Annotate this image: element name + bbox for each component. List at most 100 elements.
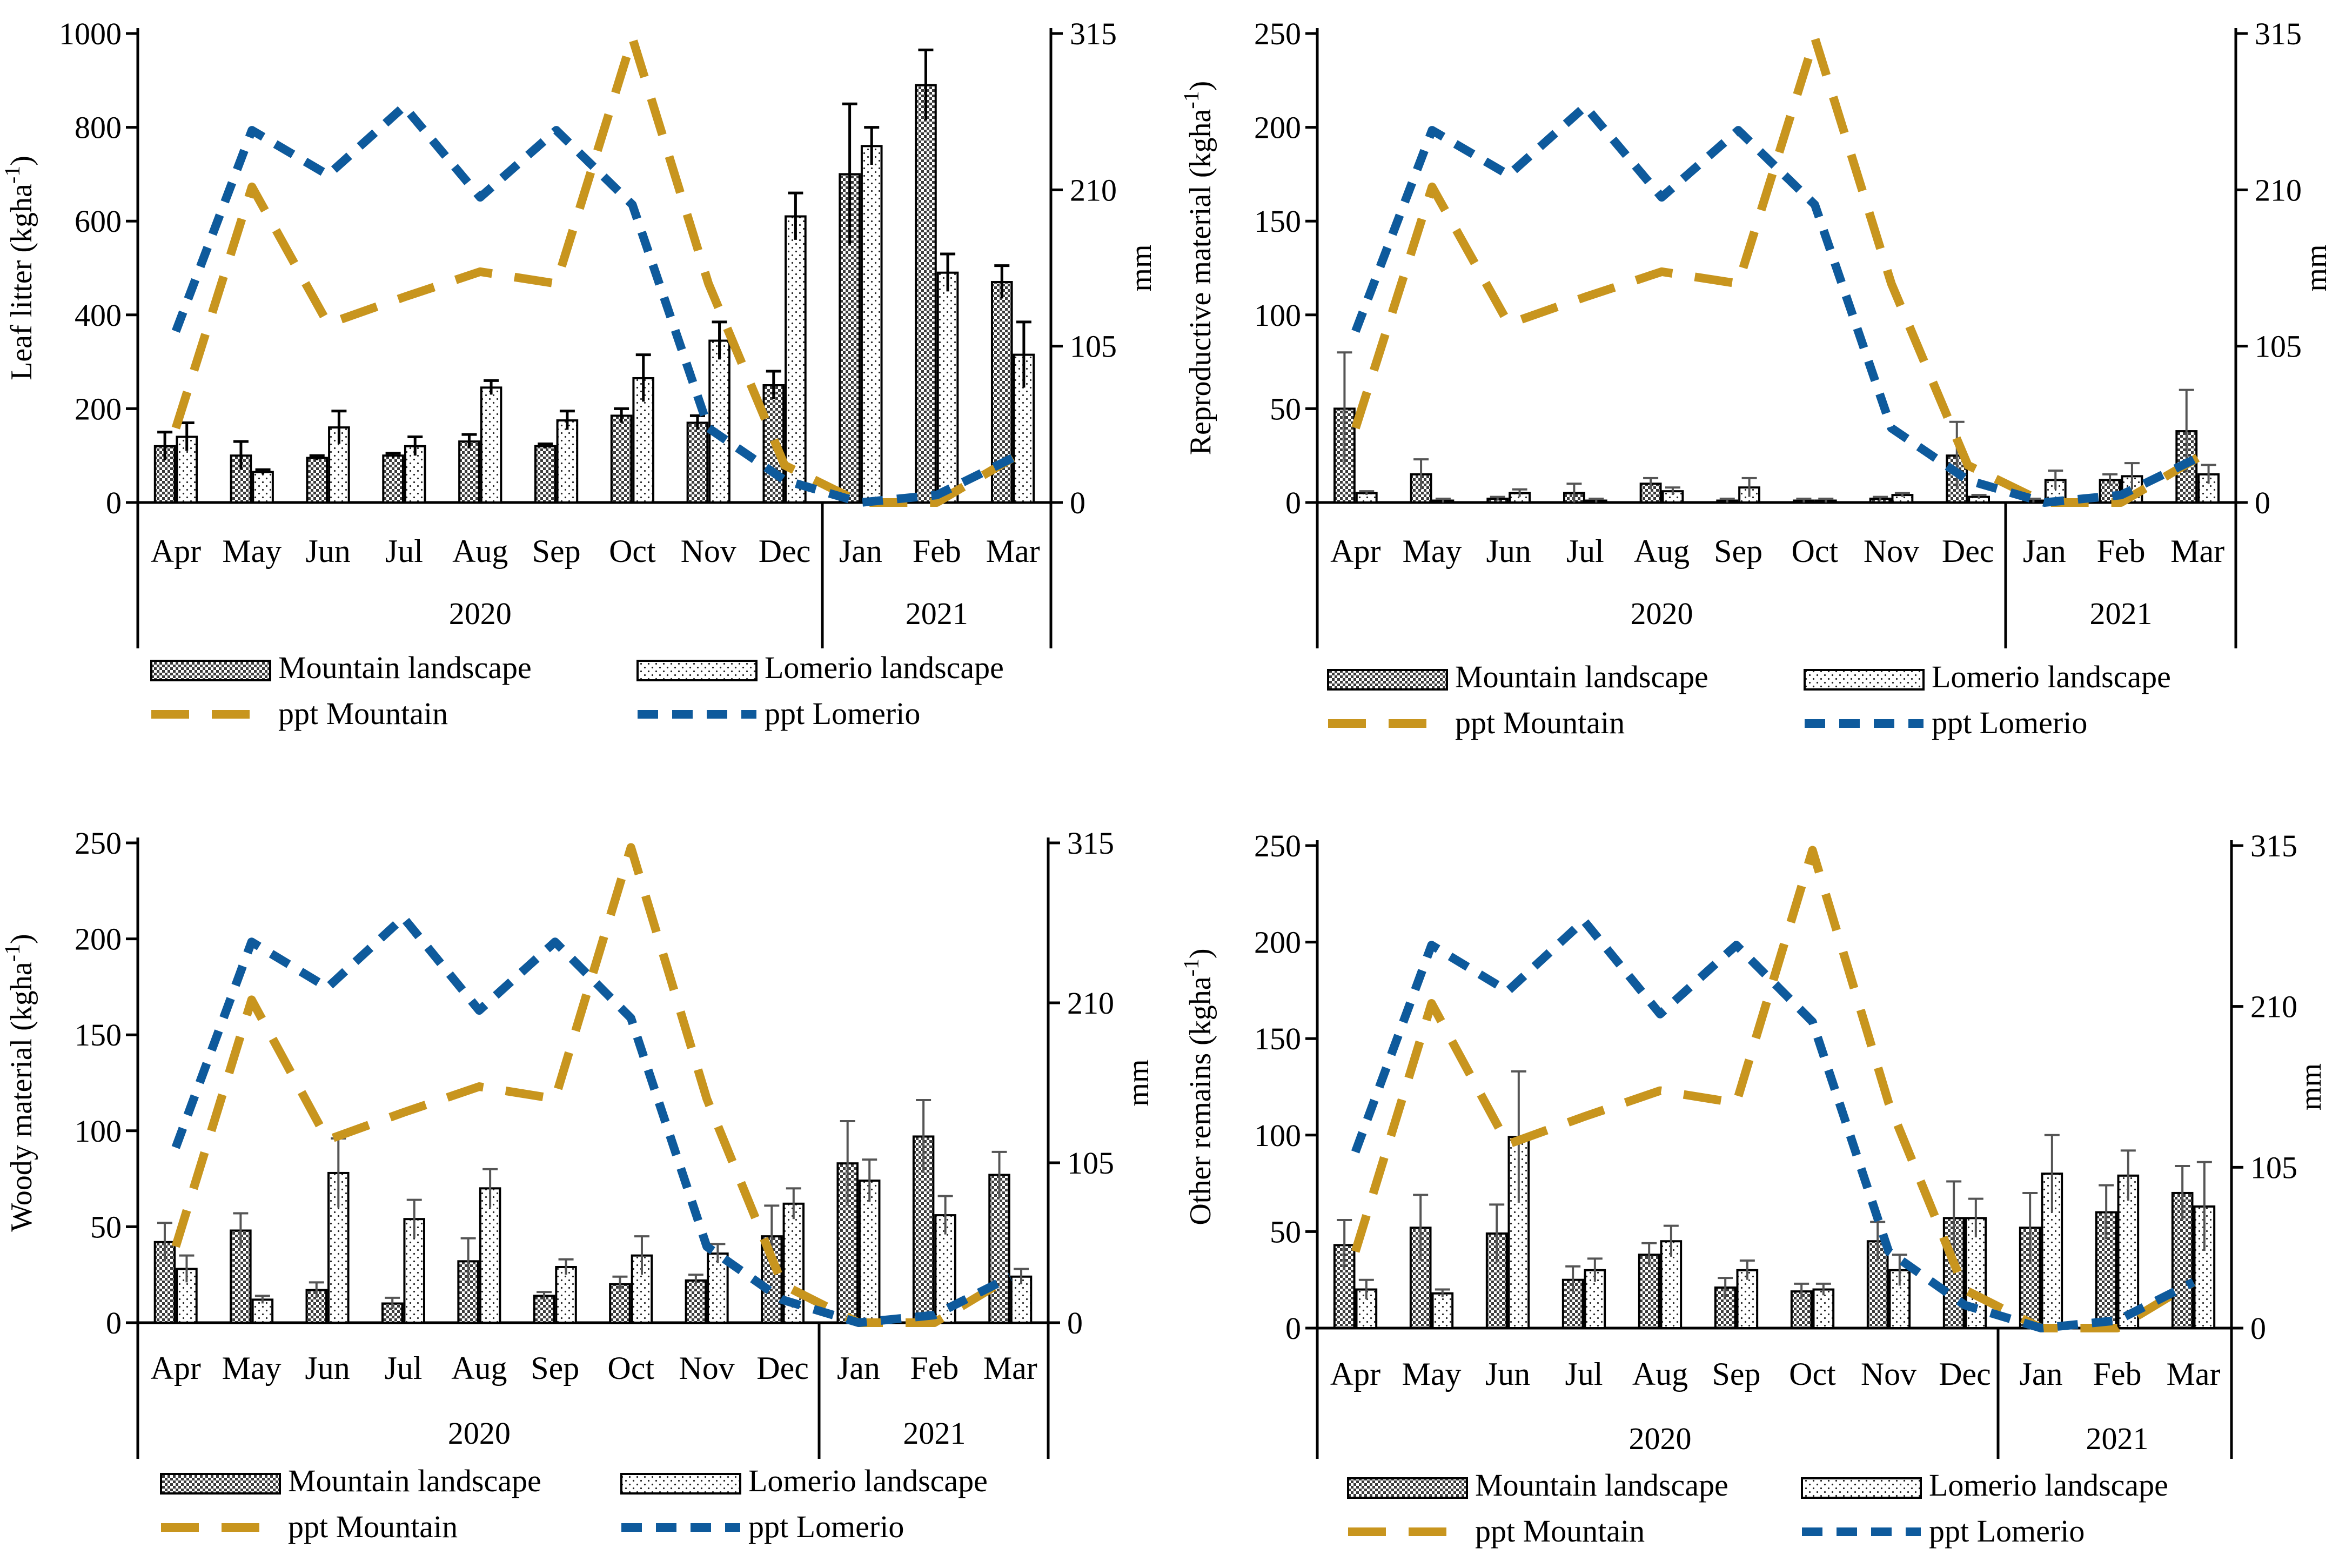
x-tick-label: Jul — [385, 533, 423, 569]
y-tick-label: 150 — [1254, 1021, 1301, 1056]
y2-tick-label: 210 — [2255, 172, 2302, 207]
y2-tick-label: 105 — [1067, 1145, 1114, 1181]
y-tick-label: 100 — [1254, 1118, 1301, 1153]
legend-label-lomerio: Lomerio landscape — [1929, 1468, 2168, 1503]
x-tick-label: Aug — [1634, 533, 1690, 569]
x-tick-label: Jul — [1566, 533, 1604, 569]
chart-panel-top-right: 0 50 100 150 200 250 0 105 210 315 Reproductive ma… — [1179, 16, 2334, 740]
legend: Mountain landscape Lomerio landscape ppt M… — [150, 650, 1004, 731]
y-axis-title-sup: -1 — [1179, 959, 1203, 976]
legend-label-lomerio: Lomerio landscape — [748, 1463, 988, 1498]
y2-tick-label: 315 — [1070, 16, 1117, 51]
x-tick-label: Jan — [2023, 533, 2066, 569]
x-tick-label: Jun — [1486, 533, 1531, 569]
bar-lomerio — [1507, 1136, 1530, 1330]
legend-label-ppt-lomerio: ppt Lomerio — [748, 1509, 904, 1544]
y2-tick-label: 210 — [2250, 989, 2297, 1024]
chart-panel-top-left: 0 200 400 600 800 1000 0 105 210 315 Leaf litter (… — [0, 16, 1158, 731]
x-tick-label: Sep — [531, 1350, 579, 1386]
y-axis-title-main: Other remains (kgha — [1184, 976, 1217, 1225]
x-tick-label: Jun — [305, 533, 350, 569]
x-tick-label: Apr — [151, 533, 201, 569]
x-tick-label: Sep — [1712, 1356, 1761, 1392]
legend: Mountain landscape Lomerio landscape ppt M… — [160, 1463, 988, 1544]
legend-label-mountain: Mountain landscape — [288, 1463, 541, 1498]
year-label: 2021 — [2090, 596, 2153, 631]
legend-label-ppt-mountain: ppt Mountain — [1455, 705, 1625, 740]
x-tick-label: May — [222, 1350, 282, 1386]
bar-mountain — [153, 445, 176, 504]
y-tick-label: 800 — [75, 110, 122, 145]
chart-panel-bottom-left: 0 50 100 150 200 250 0 105 210 315 Woody material … — [0, 826, 1155, 1544]
legend-swatch-lomerio — [636, 660, 758, 681]
y-axis-title: Woody material (kgha-1) — [0, 934, 38, 1231]
x-tick-label: Sep — [1714, 533, 1762, 569]
y-tick-label: 0 — [1285, 485, 1301, 520]
x-tick-label: Mar — [2167, 1356, 2221, 1392]
x-tick-label: Oct — [609, 533, 656, 569]
y-tick-label: 200 — [1254, 925, 1301, 960]
bar-lomerio — [707, 1252, 729, 1324]
legend: Mountain landscape Lomerio landscape ppt M… — [1327, 659, 2171, 740]
year-label: 2020 — [1629, 1421, 1692, 1456]
x-tick-label: Jan — [837, 1350, 880, 1386]
y-axis-title-main: Leaf litter (kgha — [5, 184, 38, 380]
y2-tick-label: 315 — [2250, 828, 2297, 863]
x-tick-label: Mar — [2170, 533, 2224, 569]
y2-axis-title: mm — [1124, 244, 1158, 291]
x-tick-label: Feb — [2093, 1356, 2142, 1392]
ppt-lomerio-line — [171, 913, 1013, 1327]
y2-axis-title: mm — [1122, 1059, 1155, 1106]
x-tick-label: Jun — [1485, 1356, 1530, 1392]
y-axis-title-sup: -1 — [0, 166, 24, 184]
bar-mountain — [533, 1295, 555, 1324]
bar-mountain — [686, 421, 709, 504]
x-tick-label: Aug — [1632, 1356, 1688, 1392]
y-tick-label: 200 — [75, 922, 122, 957]
legend-label-mountain: Mountain landscape — [1455, 659, 1708, 694]
x-tick-label: Sep — [532, 533, 581, 569]
y-tick-label: 150 — [1254, 204, 1301, 239]
legend-label-ppt-mountain: ppt Mountain — [278, 696, 448, 731]
y2-tick-label: 315 — [1067, 826, 1114, 861]
bar-mountain — [230, 1229, 252, 1324]
year-label: 2020 — [449, 596, 512, 631]
x-tick-label: Apr — [1330, 1356, 1380, 1392]
ppt-mountain-line — [1351, 33, 2200, 507]
x-tick-label: Mar — [983, 1350, 1037, 1386]
y2-tick-label: 0 — [1070, 485, 1085, 520]
y-axis-title-close: ) — [1184, 948, 1217, 959]
y-axis-title-main: Reproductive material (kgha — [1184, 109, 1217, 455]
y-tick-label: 200 — [75, 391, 122, 426]
x-tick-label: Nov — [1861, 1356, 1916, 1392]
y2-tick-label: 105 — [1070, 329, 1117, 364]
x-tick-label: Jun — [305, 1350, 350, 1386]
bar-lomerio — [555, 1265, 577, 1324]
y-tick-label: 100 — [1254, 298, 1301, 333]
y-tick-label: 250 — [75, 826, 122, 861]
legend-label-ppt-mountain: ppt Mountain — [288, 1509, 458, 1544]
y-axis-title: Leaf litter (kgha-1) — [0, 156, 38, 380]
y-axis-title-main: Woody material (kgha — [5, 962, 38, 1231]
y2-tick-label: 0 — [2250, 1311, 2266, 1346]
x-tick-label: Aug — [451, 1350, 507, 1386]
y-tick-label: 50 — [1270, 1214, 1301, 1249]
bar-lomerio — [1736, 1269, 1759, 1330]
x-tick-label: Nov — [679, 1350, 734, 1386]
bar-lomerio — [479, 1187, 501, 1324]
year-label: 2021 — [903, 1416, 966, 1451]
ppt-mountain-line — [171, 33, 1015, 507]
y-tick-label: 0 — [106, 1305, 122, 1341]
x-tick-label: Apr — [151, 1350, 201, 1386]
bar-lomerio — [708, 339, 730, 504]
y-tick-label: 250 — [1254, 16, 1301, 51]
bar-lomerio — [1431, 1292, 1454, 1330]
ppt-lomerio-line — [1351, 916, 2196, 1332]
x-tick-label: Jul — [1565, 1356, 1603, 1392]
y-tick-label: 0 — [1285, 1311, 1301, 1346]
y2-axis-title: mm — [2300, 244, 2333, 291]
bar-mountain — [306, 457, 329, 504]
year-label: 2021 — [2086, 1421, 2149, 1456]
ppt-mountain-line — [171, 843, 1013, 1327]
